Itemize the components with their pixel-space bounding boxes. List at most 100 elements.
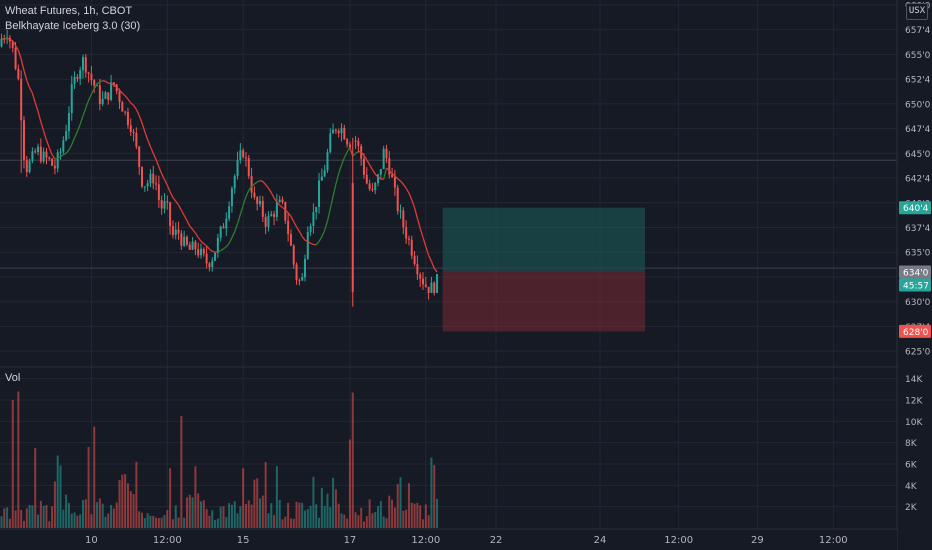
volume-bar <box>306 509 309 528</box>
ma-segment <box>12 40 17 46</box>
currency-button[interactable]: USX <box>906 3 928 20</box>
candle-body <box>51 158 54 166</box>
volume-bar <box>323 505 326 528</box>
symbol-legend[interactable]: Wheat Futures, 1h, CBOT <box>5 5 133 17</box>
volume-bar <box>135 461 138 528</box>
volume-bar <box>318 517 321 528</box>
volume-bar <box>149 515 152 528</box>
volume-bar <box>287 502 290 528</box>
volume-bar <box>379 501 382 528</box>
candle-body <box>93 80 96 86</box>
candle-body <box>56 152 59 169</box>
candle-body <box>37 146 40 153</box>
volume-bar <box>427 515 430 528</box>
volume-bar <box>433 465 436 528</box>
candle-body <box>242 150 245 158</box>
candle-body <box>436 274 439 293</box>
time-axis[interactable]: 10 12:00 15 17 12:00 22 24 12:00 29 12:00 <box>85 535 848 546</box>
loss-zone <box>442 272 645 332</box>
volume-bar <box>298 502 301 528</box>
volume-bar <box>222 506 225 528</box>
ma-segment <box>110 82 115 86</box>
ma-segment <box>212 250 216 253</box>
ma-segment <box>217 249 221 253</box>
ma-segment <box>37 111 42 122</box>
candle-body <box>303 258 306 278</box>
volume-bar <box>402 510 405 528</box>
candle-body <box>382 148 385 169</box>
volume-bar <box>236 513 239 528</box>
ma-segment <box>422 237 427 247</box>
ma-segment <box>234 223 239 232</box>
volume-legend[interactable]: Vol <box>5 372 21 384</box>
time-tick-label: 12:00 <box>819 535 848 546</box>
volume-bar <box>284 516 287 528</box>
ma-segment <box>189 225 194 230</box>
candle-body <box>141 167 143 187</box>
price-axis[interactable]: 625'0627'4630'0632'4635'0637'4640'0642'4… <box>905 1 931 357</box>
ma-segment <box>293 221 298 228</box>
ma-segment <box>163 179 168 186</box>
volume-bar <box>239 506 242 528</box>
candle-body <box>430 282 433 293</box>
volume-bar <box>53 481 56 528</box>
candle-body <box>388 158 391 175</box>
position-zones[interactable] <box>442 207 645 332</box>
volume-bar <box>160 517 163 528</box>
candle-body <box>101 98 104 105</box>
candle-body <box>205 253 208 264</box>
volume-axis[interactable]: 2K 4K 6K 8K 10K 12K 14K <box>905 375 923 513</box>
ma-segment <box>135 109 140 116</box>
time-tick-label: 17 <box>344 535 357 546</box>
candle-body <box>135 133 138 147</box>
candle-body <box>59 151 62 153</box>
candle-body <box>239 150 242 161</box>
ma-segment <box>394 175 399 180</box>
candle-body <box>20 78 23 121</box>
candle-body <box>377 174 380 183</box>
volume-bar <box>31 505 34 528</box>
ma-segment <box>144 131 149 140</box>
candle-body <box>70 84 73 114</box>
volume-bar <box>399 477 402 528</box>
ma-segment <box>329 196 334 210</box>
volume-bar <box>357 515 360 528</box>
volume-bar <box>320 487 323 528</box>
ma-segment <box>138 115 143 124</box>
volume-bar <box>6 507 9 528</box>
candle-body <box>211 260 214 268</box>
candle-body <box>11 41 14 48</box>
ma-segment <box>40 121 45 132</box>
volume-bar <box>382 516 385 528</box>
ma-segment <box>254 181 258 185</box>
candle-body <box>67 113 70 132</box>
price-badge <box>899 201 931 215</box>
volume-bar <box>174 505 177 528</box>
ma-segment <box>93 83 98 89</box>
candle-body <box>129 125 132 132</box>
ma-segment <box>183 215 188 221</box>
candle-body <box>45 151 48 158</box>
volume-bar <box>104 516 107 528</box>
indicator-legend[interactable]: Belkhayate Iceberg 3.0 (30) <box>5 20 141 32</box>
candle-body <box>354 140 357 142</box>
ma-segment <box>158 166 163 174</box>
volume-bar <box>377 506 380 528</box>
ma-segment <box>413 207 419 219</box>
volume-bar <box>45 505 48 528</box>
volume-bar <box>56 455 59 528</box>
candle-body <box>247 158 250 177</box>
candle-body <box>166 201 169 203</box>
volume-bar <box>416 502 419 528</box>
volume-bar <box>37 514 40 528</box>
volume-bar <box>374 512 377 528</box>
candle-body <box>177 229 180 234</box>
volume-bar <box>67 502 70 528</box>
volume-bar <box>219 506 222 528</box>
volume-bar <box>261 495 264 528</box>
ma-segment <box>388 170 393 174</box>
volume-bar <box>278 500 281 528</box>
ma-segment <box>225 242 230 248</box>
ma-segment <box>338 164 343 174</box>
